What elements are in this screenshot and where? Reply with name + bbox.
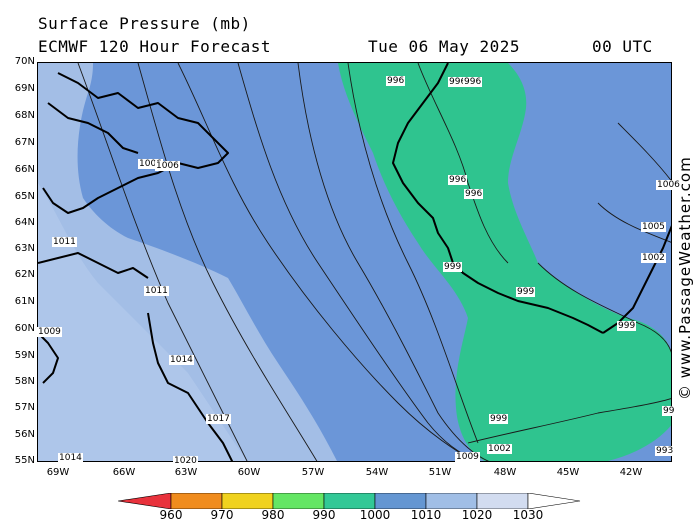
lon-label: 45W <box>556 467 580 478</box>
colorbar-band <box>323 493 376 509</box>
lon-label: 51W <box>428 467 452 478</box>
isobar-label: 999 <box>617 321 637 331</box>
map-canvas <box>38 63 671 461</box>
colorbar-tick: 1000 <box>359 508 391 522</box>
lat-label: 69N <box>14 83 35 94</box>
lat-label: 57N <box>14 402 35 413</box>
colorbar-band <box>476 493 529 509</box>
site-watermark: © www.PassageWeather.com <box>676 156 694 400</box>
colorbar-band <box>374 493 427 509</box>
isobar-label: 1011 <box>144 286 169 296</box>
isobar-label: 1014 <box>169 355 194 365</box>
lat-label: 70N <box>14 56 35 67</box>
pressure-colorbar <box>118 493 581 509</box>
colorbar-band <box>221 493 274 509</box>
colorbar-tick: 960 <box>159 508 183 522</box>
isobar-label: 1006 <box>155 161 180 171</box>
colorbar-tick: 990 <box>312 508 336 522</box>
isobar-label: 996 <box>448 77 468 87</box>
colorbar-band <box>272 493 325 509</box>
isobar-label: 999 <box>443 262 463 272</box>
lat-label: 68N <box>14 110 35 121</box>
isobar-label: 1006 <box>138 159 163 169</box>
colorbar-arrow-high <box>527 493 581 509</box>
lat-label: 64N <box>14 217 35 228</box>
chart-title: Surface Pressure (mb) <box>38 14 251 33</box>
isobar-label: 99 <box>662 406 676 416</box>
isobar-label: 996 <box>448 175 468 185</box>
isobar-label: 1020 <box>173 456 198 466</box>
lon-label: 48W <box>493 467 517 478</box>
lon-label: 60W <box>237 467 261 478</box>
model-run-label: ECMWF 120 Hour Forecast <box>38 37 272 56</box>
isobar-label: 1006 <box>656 180 681 190</box>
colorbar-band <box>170 493 223 509</box>
lat-label: 66N <box>14 164 35 175</box>
isobar-label: 1017 <box>206 414 231 424</box>
lat-label: 58N <box>14 376 35 387</box>
colorbar-tick: 1010 <box>410 508 442 522</box>
colorbar-tick: 970 <box>210 508 234 522</box>
isobar-label: 999 <box>489 414 509 424</box>
lon-label: 63W <box>174 467 198 478</box>
colorbar-tick: 1030 <box>512 508 544 522</box>
isobar-label: 1009 <box>455 452 480 462</box>
pressure-band-high <box>38 183 247 461</box>
forecast-time: 00 UTC <box>592 37 653 56</box>
lat-label: 56N <box>14 429 35 440</box>
colorbar-tick: 1020 <box>461 508 493 522</box>
isobar-label: 1002 <box>487 444 512 454</box>
forecast-date: Tue 06 May 2025 <box>368 37 520 56</box>
lat-label: 67N <box>14 137 35 148</box>
lat-label: 59N <box>14 350 35 361</box>
isobar-label: 1009 <box>37 327 62 337</box>
isobar-label: 993 <box>655 446 675 456</box>
isobar-label: 996 <box>386 76 406 86</box>
lat-label: 63N <box>14 243 35 254</box>
lon-label: 69W <box>46 467 70 478</box>
isobar-label: 996 <box>463 77 483 87</box>
pressure-map <box>37 62 672 462</box>
lon-label: 66W <box>112 467 136 478</box>
colorbar-tick: 980 <box>261 508 285 522</box>
isobar-label: 1014 <box>58 453 83 463</box>
lat-label: 61N <box>14 296 35 307</box>
lat-label: 62N <box>14 269 35 280</box>
lon-label: 42W <box>619 467 643 478</box>
lat-label: 65N <box>14 191 35 202</box>
lon-label: 54W <box>365 467 389 478</box>
lat-label: 55N <box>14 455 35 466</box>
isobar-label: 1002 <box>641 253 666 263</box>
pressure-band-990-1000 <box>338 63 671 461</box>
isobar-label: 1011 <box>52 237 77 247</box>
isobar-label: 996 <box>464 189 484 199</box>
colorbar-arrow-low <box>118 493 172 509</box>
isobar-label: 1005 <box>641 222 666 232</box>
isobar-label: 999 <box>516 287 536 297</box>
lon-label: 57W <box>301 467 325 478</box>
lat-label: 60N <box>14 323 35 334</box>
colorbar-band <box>425 493 478 509</box>
